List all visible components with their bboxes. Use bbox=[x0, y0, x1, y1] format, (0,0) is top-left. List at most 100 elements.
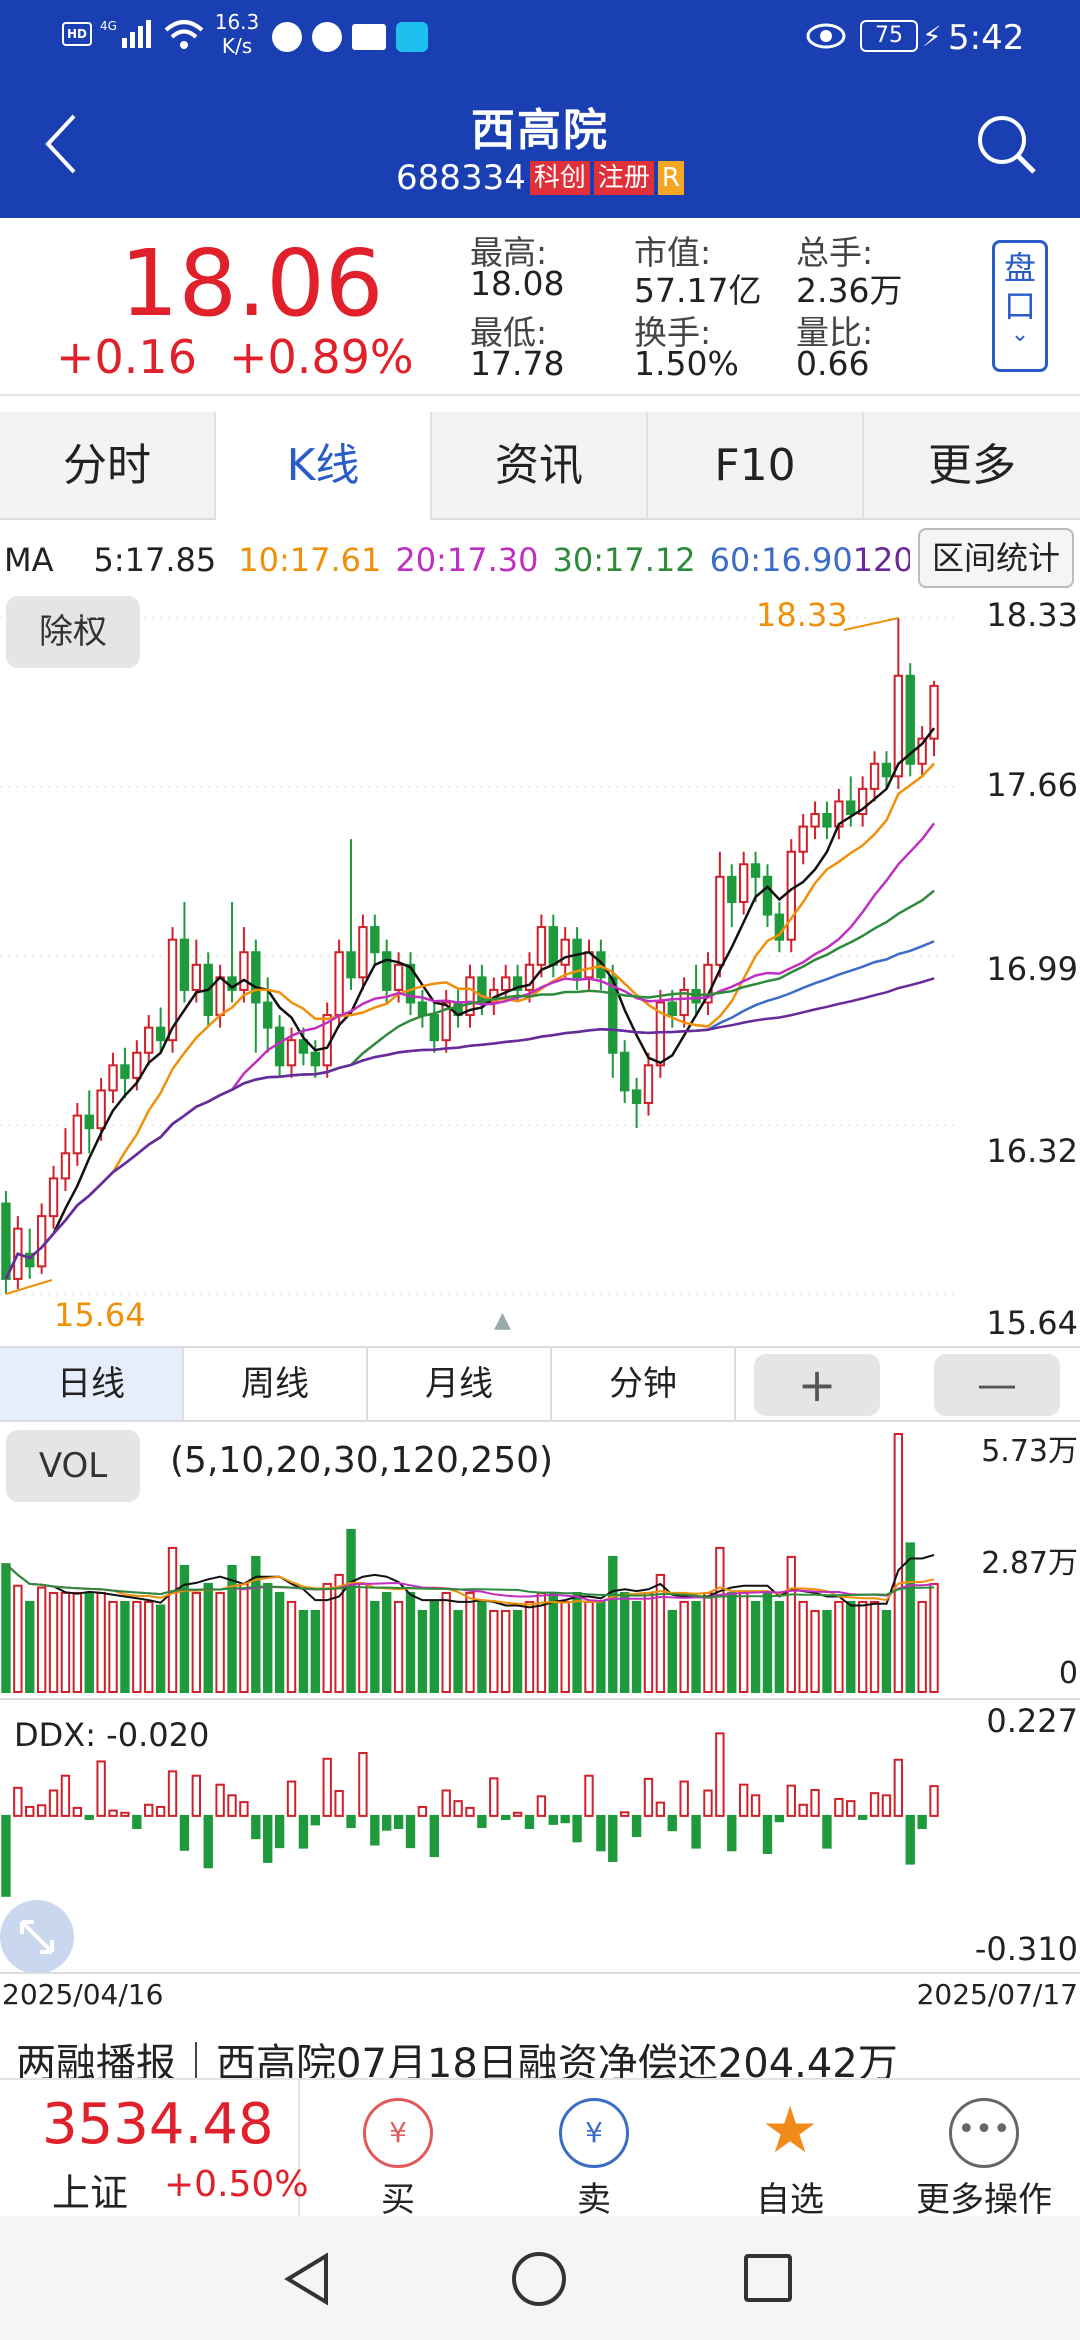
ddx-bar-20 bbox=[239, 1801, 249, 1817]
sell-button[interactable]: ¥ 卖 bbox=[496, 2080, 692, 2220]
ma-60: 60:16.90 bbox=[709, 541, 853, 579]
ma-20: 20:17.30 bbox=[395, 541, 539, 579]
candle-62 bbox=[738, 851, 749, 915]
ddx-bar-59 bbox=[703, 1789, 713, 1817]
period-minute[interactable]: 分钟 bbox=[552, 1348, 736, 1420]
ddx-divider bbox=[0, 1698, 1080, 1700]
buy-button[interactable]: ¥ 买 bbox=[300, 2080, 496, 2220]
period-tabs: 日线 周线 月线 分钟 + — bbox=[0, 1346, 1080, 1422]
vol-bar-16 bbox=[191, 1591, 202, 1694]
kline-chart[interactable] bbox=[0, 590, 960, 1340]
candle-45 bbox=[536, 914, 547, 978]
candle-47 bbox=[560, 927, 570, 978]
nav-home-icon[interactable] bbox=[512, 2252, 566, 2306]
vol-bar-21 bbox=[251, 1555, 261, 1693]
candle-76 bbox=[905, 663, 915, 777]
index-widget[interactable]: 3534.48 上证 +0.50% bbox=[0, 2080, 309, 2218]
status-time: 5:42 bbox=[948, 18, 1025, 58]
candle-69 bbox=[822, 801, 832, 840]
ma30-line bbox=[4, 889, 935, 1280]
period-week[interactable]: 周线 bbox=[184, 1348, 368, 1420]
vol-bar-66 bbox=[786, 1555, 796, 1693]
ddx-bar-64 bbox=[762, 1814, 773, 1854]
pankou-button[interactable]: 盘口 ⌄ bbox=[992, 240, 1048, 372]
dates-divider bbox=[0, 1972, 1080, 1974]
vol-bar-1 bbox=[13, 1584, 23, 1693]
vol-bar-34 bbox=[405, 1591, 416, 1694]
vol-bar-4 bbox=[48, 1591, 59, 1694]
vol-bar-72 bbox=[857, 1600, 868, 1693]
ma5-line bbox=[4, 727, 936, 1280]
clock-icon bbox=[272, 22, 302, 52]
ddx-bar-42 bbox=[501, 1814, 511, 1821]
ddx-bar-56 bbox=[667, 1814, 677, 1832]
ddx-bar-74 bbox=[881, 1794, 892, 1817]
date-start: 2025/04/16 bbox=[2, 1978, 164, 2011]
tab-more[interactable]: 更多 bbox=[928, 440, 1016, 491]
zoom-out-button[interactable]: — bbox=[934, 1354, 1060, 1416]
ddx-bar-23 bbox=[274, 1814, 285, 1849]
period-month[interactable]: 月线 bbox=[368, 1348, 552, 1420]
vol-bar-77 bbox=[917, 1600, 927, 1693]
fullscreen-icon[interactable] bbox=[0, 1900, 74, 1974]
ddx-bar-78 bbox=[929, 1785, 939, 1817]
candle-74 bbox=[881, 751, 892, 789]
candle-63 bbox=[750, 851, 761, 902]
vol-bar-56 bbox=[667, 1609, 677, 1693]
stat-high-label: 最高: bbox=[470, 233, 548, 272]
range-stats-button[interactable]: 区间统计 bbox=[918, 528, 1074, 588]
scroll-up-icon[interactable]: ▲ bbox=[494, 1308, 511, 1333]
chuquan-button[interactable]: 除权 bbox=[6, 596, 140, 668]
index-change: +0.50% bbox=[164, 2164, 309, 2205]
candle-20 bbox=[239, 927, 249, 1003]
search-icon[interactable] bbox=[974, 112, 1040, 182]
candle-56 bbox=[667, 989, 677, 1028]
period-day[interactable]: 日线 bbox=[0, 1348, 184, 1420]
nav-recent-icon[interactable] bbox=[744, 2254, 792, 2302]
ma-10: 10:17.61 bbox=[238, 541, 382, 579]
vol-bar-26 bbox=[310, 1609, 321, 1693]
ddx-bar-50 bbox=[596, 1814, 606, 1852]
hd-icon: HD bbox=[62, 22, 92, 46]
ddx-bar-62 bbox=[738, 1783, 749, 1817]
vol-bar-51 bbox=[608, 1555, 618, 1693]
system-nav bbox=[0, 2216, 1080, 2340]
chevron-down-icon: ⌄ bbox=[1010, 322, 1030, 347]
vol-button[interactable]: VOL bbox=[6, 1430, 140, 1502]
ddx-bar-8 bbox=[96, 1760, 106, 1817]
candle-5 bbox=[60, 1128, 71, 1191]
ddx-bar-32 bbox=[382, 1814, 392, 1831]
zoom-in-button[interactable]: + bbox=[754, 1354, 880, 1416]
price-axis-2: 17.66 bbox=[986, 766, 1078, 804]
speed-unit: K/s bbox=[221, 34, 253, 58]
watchlist-button[interactable]: ★ 自选 bbox=[692, 2080, 888, 2220]
vol-bar-41 bbox=[489, 1609, 499, 1693]
vol-bar-57 bbox=[679, 1600, 689, 1693]
ddx-bar-65 bbox=[774, 1814, 785, 1823]
buy-icon: ¥ bbox=[363, 2098, 433, 2168]
vol-bar-32 bbox=[382, 1591, 392, 1694]
tab-f10[interactable]: F10 bbox=[648, 412, 864, 520]
vol-bar-38 bbox=[453, 1609, 463, 1693]
vol-bar-33 bbox=[393, 1600, 404, 1693]
ddx-bar-3 bbox=[36, 1804, 47, 1817]
tab-news[interactable]: 资讯 bbox=[432, 412, 648, 520]
candle-30 bbox=[358, 914, 368, 990]
vol-bar-76 bbox=[905, 1542, 915, 1693]
more-actions-button[interactable]: ••• 更多操作 bbox=[888, 2080, 1080, 2220]
ddx-bar-30 bbox=[358, 1751, 368, 1817]
date-end: 2025/07/17 bbox=[916, 1978, 1078, 2011]
vol-bar-3 bbox=[36, 1586, 47, 1693]
ddx-bar-43 bbox=[512, 1811, 523, 1817]
candle-35 bbox=[417, 989, 428, 1028]
ddx-chart bbox=[1, 1732, 939, 1897]
charging-icon: ⚡ bbox=[922, 20, 942, 53]
tab-fenshi[interactable]: 分时 bbox=[0, 412, 216, 520]
low-marker-label: 15.64 bbox=[54, 1296, 146, 1334]
candle-14 bbox=[167, 927, 178, 1053]
news-headline[interactable]: 两融播报｜西高院07月18日融资净偿还204.42万 bbox=[16, 2041, 898, 2078]
tab-kline[interactable]: K线 bbox=[216, 412, 432, 520]
nav-back-icon[interactable] bbox=[282, 2252, 332, 2310]
ddx-bar-29 bbox=[346, 1814, 356, 1829]
back-icon[interactable] bbox=[40, 112, 80, 180]
